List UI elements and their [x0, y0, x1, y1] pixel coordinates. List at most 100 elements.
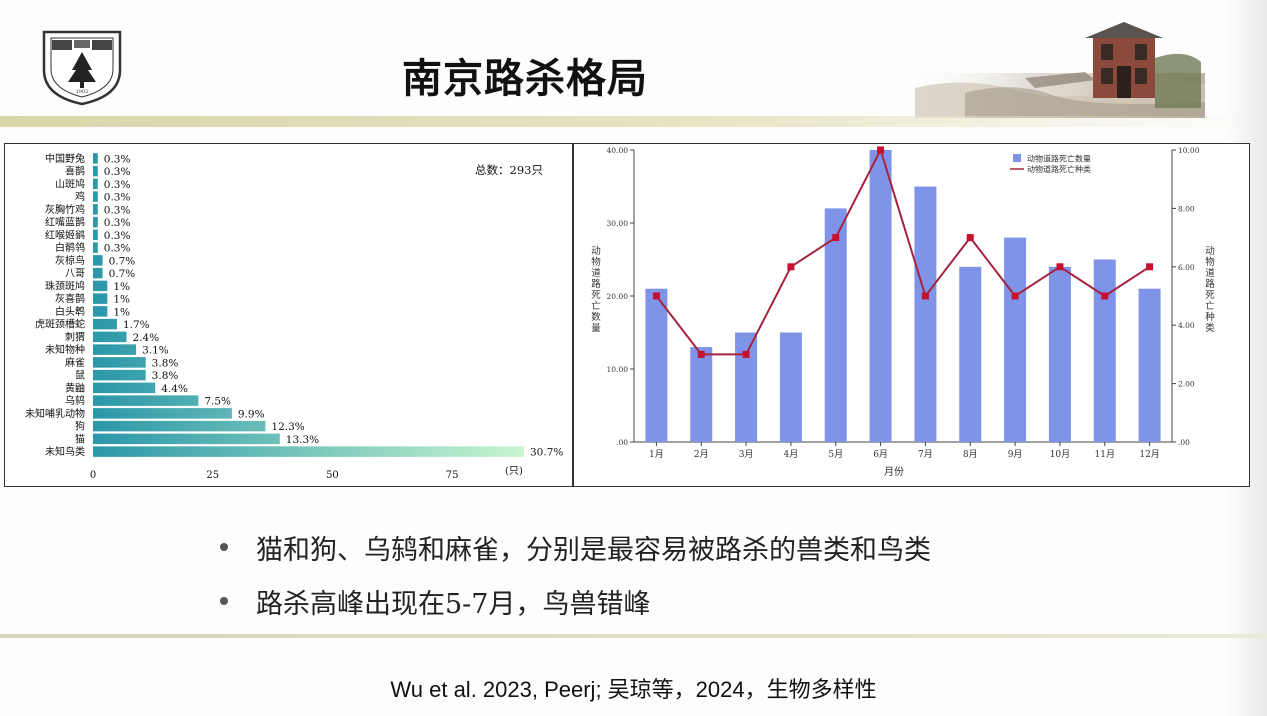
category-label: 灰椋鸟: [55, 254, 85, 267]
bar-4: [93, 191, 98, 202]
data-label: 13.3%: [286, 434, 319, 446]
data-label: 1%: [113, 294, 130, 306]
y-axis-label-char: 量: [591, 323, 601, 334]
species-marker: [921, 292, 929, 300]
bar-24: [93, 446, 524, 457]
y-axis-label-char: 种: [1205, 311, 1215, 323]
bar-23: [93, 433, 280, 445]
x-tick-label: 1月: [649, 449, 664, 460]
x-tick-label: 6月: [873, 449, 888, 460]
month-bar: [959, 266, 982, 442]
y-tick-label-right: 6.00: [1178, 263, 1195, 272]
month-bar: [869, 150, 892, 442]
category-label: 乌鸫: [65, 394, 85, 407]
y-tick-label-right: 4.00: [1178, 321, 1195, 330]
y-axis-label-char: 路: [591, 278, 601, 290]
category-label: 未知物种: [45, 343, 85, 356]
page-title: 南京路杀格局: [402, 56, 648, 102]
data-label: 3.8%: [152, 357, 179, 369]
category-label: 山斑鸠: [55, 177, 85, 190]
category-label: 白鹡鸰: [55, 241, 85, 254]
y-axis-label-right: 动物道路死亡种类: [1205, 246, 1215, 334]
species-marker: [742, 350, 750, 358]
month-bar: [1004, 237, 1027, 442]
university-logo: 1902: [42, 30, 122, 106]
category-label: 鸡: [75, 190, 85, 203]
species-marker: [966, 234, 974, 242]
category-label: 八哥: [65, 268, 85, 280]
y-tick-label-right: 2.00: [1178, 380, 1195, 389]
bar-2: [93, 165, 98, 177]
y-axis-label-char: 物: [1205, 256, 1215, 268]
category-label: 未知鸟类: [45, 445, 85, 458]
data-label: 1%: [113, 306, 130, 318]
x-tick-label: 7月: [918, 449, 933, 460]
bullet-list: 猫和狗、乌鸫和麻雀，分别是最容易被路杀的兽类和鸟类 路杀高峰出现在5-7月，鸟兽…: [220, 520, 931, 628]
bar-16: [93, 344, 137, 355]
species-marker: [1011, 292, 1019, 300]
species-marker: [787, 263, 795, 271]
category-label: 珠颈斑鸠: [45, 279, 85, 292]
data-label: 4.4%: [161, 383, 188, 395]
data-label: 0.3%: [104, 230, 131, 242]
footer-rule: [0, 634, 1267, 638]
month-bar: [1138, 288, 1161, 442]
y-tick-label-right: .00: [1178, 438, 1190, 447]
category-label: 黄鼬: [65, 381, 85, 394]
species-bar-chart: 中国野兔喜鹊山斑鸠鸡灰胸竹鸡红嘴蓝鹊红喉姬鹟白鹡鸰灰椋鸟八哥珠颈斑鸠灰喜鹊白头鹎…: [25, 152, 563, 481]
data-label: 3.8%: [152, 370, 179, 382]
y-axis-label-char: 死: [1205, 290, 1215, 301]
building-illustration: [905, 22, 1205, 118]
species-marker: [1056, 263, 1064, 271]
species-marker: [652, 292, 660, 300]
x-tick-label: 3月: [739, 449, 754, 460]
bar-20: [93, 395, 199, 406]
species-marker: [877, 146, 885, 154]
category-label: 刺猬: [65, 331, 85, 343]
species-marker: [1101, 292, 1109, 300]
y-tick-label-left: 10.00: [607, 365, 629, 374]
category-label: 未知哺乳动物: [25, 407, 85, 420]
bar-7: [93, 229, 98, 241]
x-tick-label: 12月: [1139, 449, 1159, 460]
data-label: 1.7%: [123, 319, 150, 331]
x-tick-label: 0: [90, 470, 96, 481]
data-label: 7.5%: [204, 396, 231, 408]
category-label: 白头鹎: [55, 305, 85, 318]
legend-label-bar: 动物道路死亡数量: [1027, 154, 1091, 164]
legend-swatch-bar: [1013, 154, 1021, 162]
species-marker: [832, 234, 840, 242]
y-axis-label-char: 道: [1205, 267, 1215, 279]
data-label: 0.3%: [104, 217, 131, 229]
data-label: 9.9%: [238, 408, 265, 420]
data-label: 0.3%: [104, 166, 131, 178]
y-axis-label-left: 动物道路死亡数量: [591, 246, 601, 334]
data-label: 0.3%: [104, 204, 131, 216]
bar-22: [93, 420, 266, 432]
data-label: 2.4%: [133, 332, 160, 344]
species-marker: [697, 350, 705, 358]
y-tick-label-left: 30.00: [607, 219, 629, 228]
y-axis-label-char: 动: [1205, 246, 1215, 257]
month-bar: [779, 332, 802, 442]
data-label: 0.7%: [109, 255, 136, 267]
y-axis-label-char: 道: [591, 267, 601, 279]
bar-17: [93, 357, 146, 368]
bullet-dot: [220, 597, 228, 605]
y-axis-label-char: 死: [591, 290, 601, 301]
bullet-item: 路杀高峰出现在5-7月，鸟兽错峰: [220, 574, 931, 628]
y-axis-label-char: 亡: [591, 300, 601, 312]
x-tick-label: 9月: [1008, 449, 1023, 460]
bar-11: [93, 280, 108, 292]
category-label: 麻雀: [65, 356, 85, 369]
bar-15: [93, 331, 127, 343]
header-rule: [0, 116, 1267, 127]
bar-5: [93, 204, 98, 215]
y-axis-label-char: 物: [591, 256, 601, 268]
category-label: 鼠: [75, 369, 85, 382]
month-bar: [1048, 266, 1071, 442]
y-tick-label-left: .00: [616, 438, 628, 447]
bullet-text: 猫和狗、乌鸫和麻雀，分别是最容易被路杀的兽类和鸟类: [256, 534, 931, 566]
category-label: 虎斑颈槽蛇: [35, 318, 85, 331]
